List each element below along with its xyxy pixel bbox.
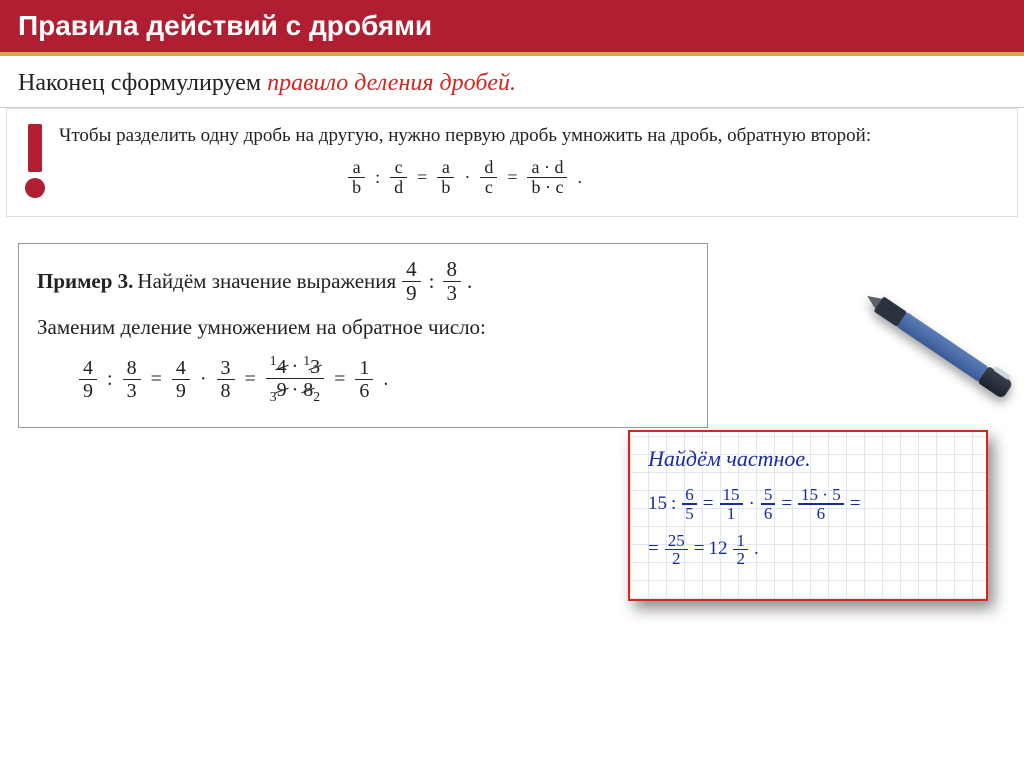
frac: dc — [480, 158, 497, 199]
slide-header: Правила действий с дробями — [0, 0, 1024, 56]
notebook: Найдём частное. 15 : 65 = 151 · 56 = 15 … — [628, 430, 988, 601]
example-line1: Пример 3. Найдём значение выражения 49 :… — [37, 258, 689, 305]
frac: 83 — [443, 258, 462, 305]
frac: 83 — [123, 357, 141, 402]
rule-formula: ab : cd = ab · dc = a · db · c . — [59, 158, 871, 199]
notebook-container: Найдём частное. 15 : 65 = 151 · 56 = 15 … — [628, 430, 988, 601]
frac: 38 — [217, 357, 235, 402]
frac: 49 — [79, 357, 97, 402]
frac: 16 — [355, 357, 373, 402]
notebook-row-1: 15 : 65 = 151 · 56 = 15 · 56 = — [648, 486, 968, 522]
exclamation-icon — [25, 124, 45, 198]
rule-content: Чтобы разделить одну дробь на другую, ну… — [59, 123, 871, 198]
frac: 49 — [402, 258, 421, 305]
subheader: Наконец сформулируем правило деления дро… — [0, 56, 1024, 108]
notebook-row-2: = 252 = 12 12 . — [648, 532, 968, 568]
frac: ab — [348, 158, 365, 199]
example-box: Пример 3. Найдём значение выражения 49 :… — [18, 243, 708, 428]
pen-icon — [861, 287, 1014, 400]
subheader-intro: Наконец сформулируем — [18, 70, 267, 96]
example-calculation: 49 : 83 = 49 · 38 = 14 · 13 39 · 82 = 16… — [37, 354, 689, 405]
rule-box: Чтобы разделить одну дробь на другую, ну… — [6, 108, 1018, 217]
frac: ab — [437, 158, 454, 199]
notebook-title: Найдём частное. — [648, 446, 968, 472]
frac-cancel: 14 · 13 39 · 82 — [266, 354, 324, 405]
frac: a · db · c — [527, 158, 567, 199]
example-text1: Найдём значение выражения — [137, 269, 396, 294]
slide-title: Правила действий с дробями — [18, 10, 1006, 42]
frac: cd — [390, 158, 407, 199]
example-line2: Заменим деление умножением на обратное ч… — [37, 315, 689, 340]
rule-text-line: Чтобы разделить одну дробь на другую, ну… — [59, 123, 871, 150]
subheader-emphasis: правило деления дробей. — [267, 70, 516, 96]
example-label: Пример 3. — [37, 269, 133, 294]
frac: 49 — [172, 357, 190, 402]
